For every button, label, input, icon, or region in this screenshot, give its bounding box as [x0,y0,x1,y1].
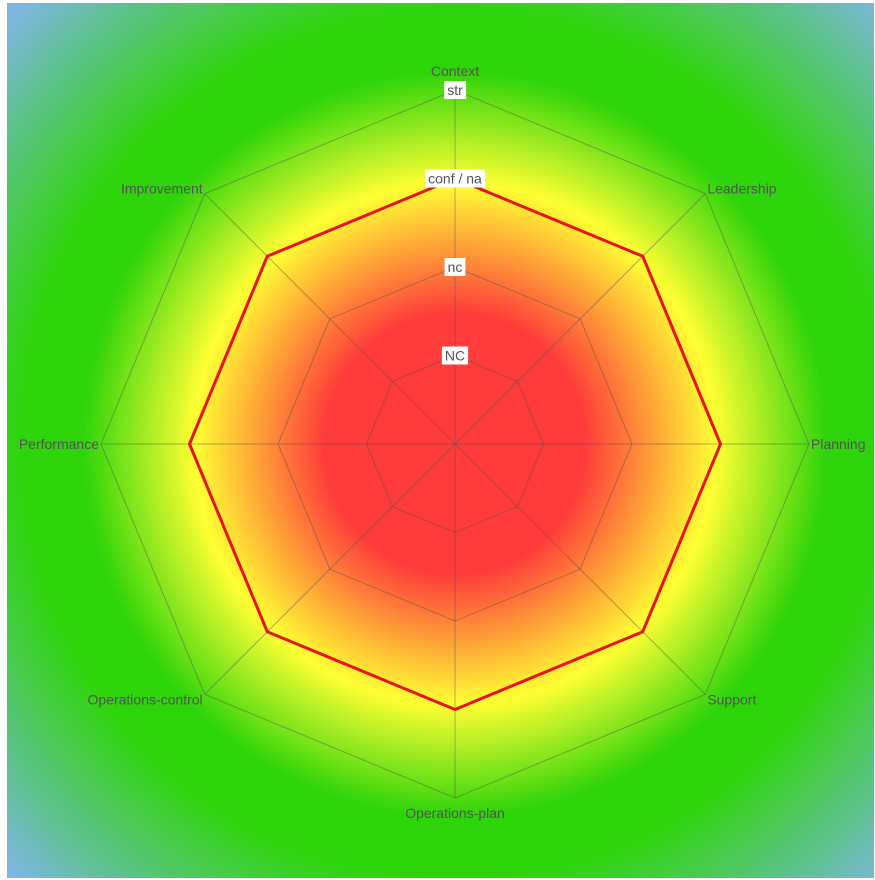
grid-ring-4 [100,89,810,799]
level-label-background [444,81,467,99]
axis-label-layer: Context Leadership Planning Support Operatio… [19,63,866,821]
axis-label: Operations-plan [405,805,505,821]
level-label-background [425,169,486,188]
level-label-text: str [447,82,463,98]
spoke-layer [101,90,809,798]
data-point [641,630,645,634]
axis-spoke [204,193,456,445]
data-point [719,442,722,446]
axis-label: Performance [19,436,99,452]
axis-spoke [204,443,456,695]
axis-spoke [454,193,706,445]
axis-label: Leadership [707,181,776,197]
data-point [453,708,457,711]
level-label-text: nc [448,259,463,275]
axis-label: Improvement [121,181,203,197]
level-label-background [441,346,469,365]
chart-background [7,3,874,878]
data-point [641,254,645,258]
level-label: nc [444,258,466,276]
level-label: str [444,81,467,99]
data-point [188,442,191,446]
data-point [265,630,269,634]
axis-label: Support [707,691,756,707]
level-label-layer: NC nc conf / na str [425,81,486,365]
grid-ring-2 [277,266,633,622]
level-label: conf / na [425,169,486,188]
level-label-background [444,258,466,276]
data-point [265,254,269,258]
axis-label: Planning [811,436,866,452]
level-label: NC [441,346,469,365]
level-label-text: NC [445,348,465,364]
level-label-text: conf / na [428,171,482,187]
axis-spoke [454,443,706,695]
axis-label: Operations-control [88,691,203,707]
axis-label: Context [431,63,479,79]
grid-ring-1 [365,354,545,534]
